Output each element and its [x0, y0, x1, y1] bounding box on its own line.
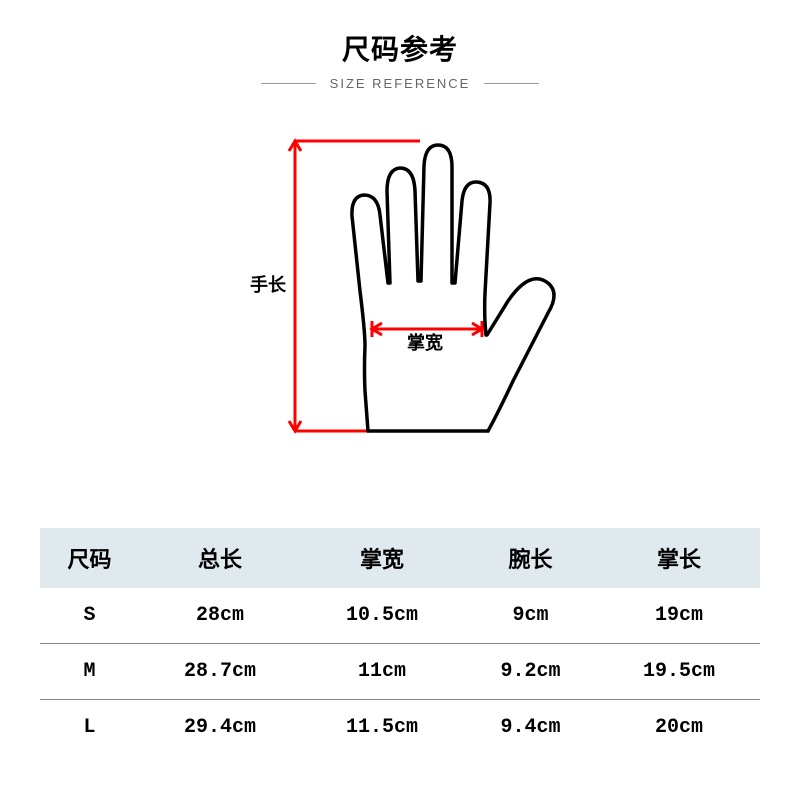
title-block: 尺码参考 SIZE REFERENCE [0, 0, 800, 91]
cell: 19cm [598, 588, 760, 644]
size-table: 尺码 总长 掌宽 腕长 掌长 S 28cm 10.5cm 9cm 19cm M … [40, 528, 760, 755]
cell: S [40, 588, 139, 644]
cell: 9cm [463, 588, 598, 644]
title-en: SIZE REFERENCE [330, 76, 471, 91]
divider-line-left [261, 83, 316, 84]
hand-diagram: 手长 掌宽 [0, 121, 800, 471]
cell: L [40, 700, 139, 756]
table-row: L 29.4cm 11.5cm 9.4cm 20cm [40, 700, 760, 756]
title-cn: 尺码参考 [0, 28, 800, 68]
cell: 20cm [598, 700, 760, 756]
palm-width-label: 掌宽 [407, 332, 443, 353]
col-total-length: 总长 [139, 528, 301, 588]
cell: 29.4cm [139, 700, 301, 756]
cell: 11cm [301, 644, 463, 700]
table-row: M 28.7cm 11cm 9.2cm 19.5cm [40, 644, 760, 700]
title-divider: SIZE REFERENCE [0, 76, 800, 91]
hand-length-bracket [289, 141, 420, 431]
hand-outline [352, 145, 554, 431]
cell: 9.4cm [463, 700, 598, 756]
col-wrist-length: 腕长 [463, 528, 598, 588]
table-row: S 28cm 10.5cm 9cm 19cm [40, 588, 760, 644]
cell: 10.5cm [301, 588, 463, 644]
col-size: 尺码 [40, 528, 139, 588]
hand-svg: 手长 掌宽 [200, 121, 600, 471]
cell: 28.7cm [139, 644, 301, 700]
hand-length-label: 手长 [250, 274, 287, 295]
divider-line-right [484, 83, 539, 84]
cell: 28cm [139, 588, 301, 644]
size-table-wrap: 尺码 总长 掌宽 腕长 掌长 S 28cm 10.5cm 9cm 19cm M … [40, 528, 760, 755]
cell: M [40, 644, 139, 700]
cell: 11.5cm [301, 700, 463, 756]
cell: 19.5cm [598, 644, 760, 700]
col-palm-width: 掌宽 [301, 528, 463, 588]
cell: 9.2cm [463, 644, 598, 700]
table-header-row: 尺码 总长 掌宽 腕长 掌长 [40, 528, 760, 588]
col-palm-length: 掌长 [598, 528, 760, 588]
